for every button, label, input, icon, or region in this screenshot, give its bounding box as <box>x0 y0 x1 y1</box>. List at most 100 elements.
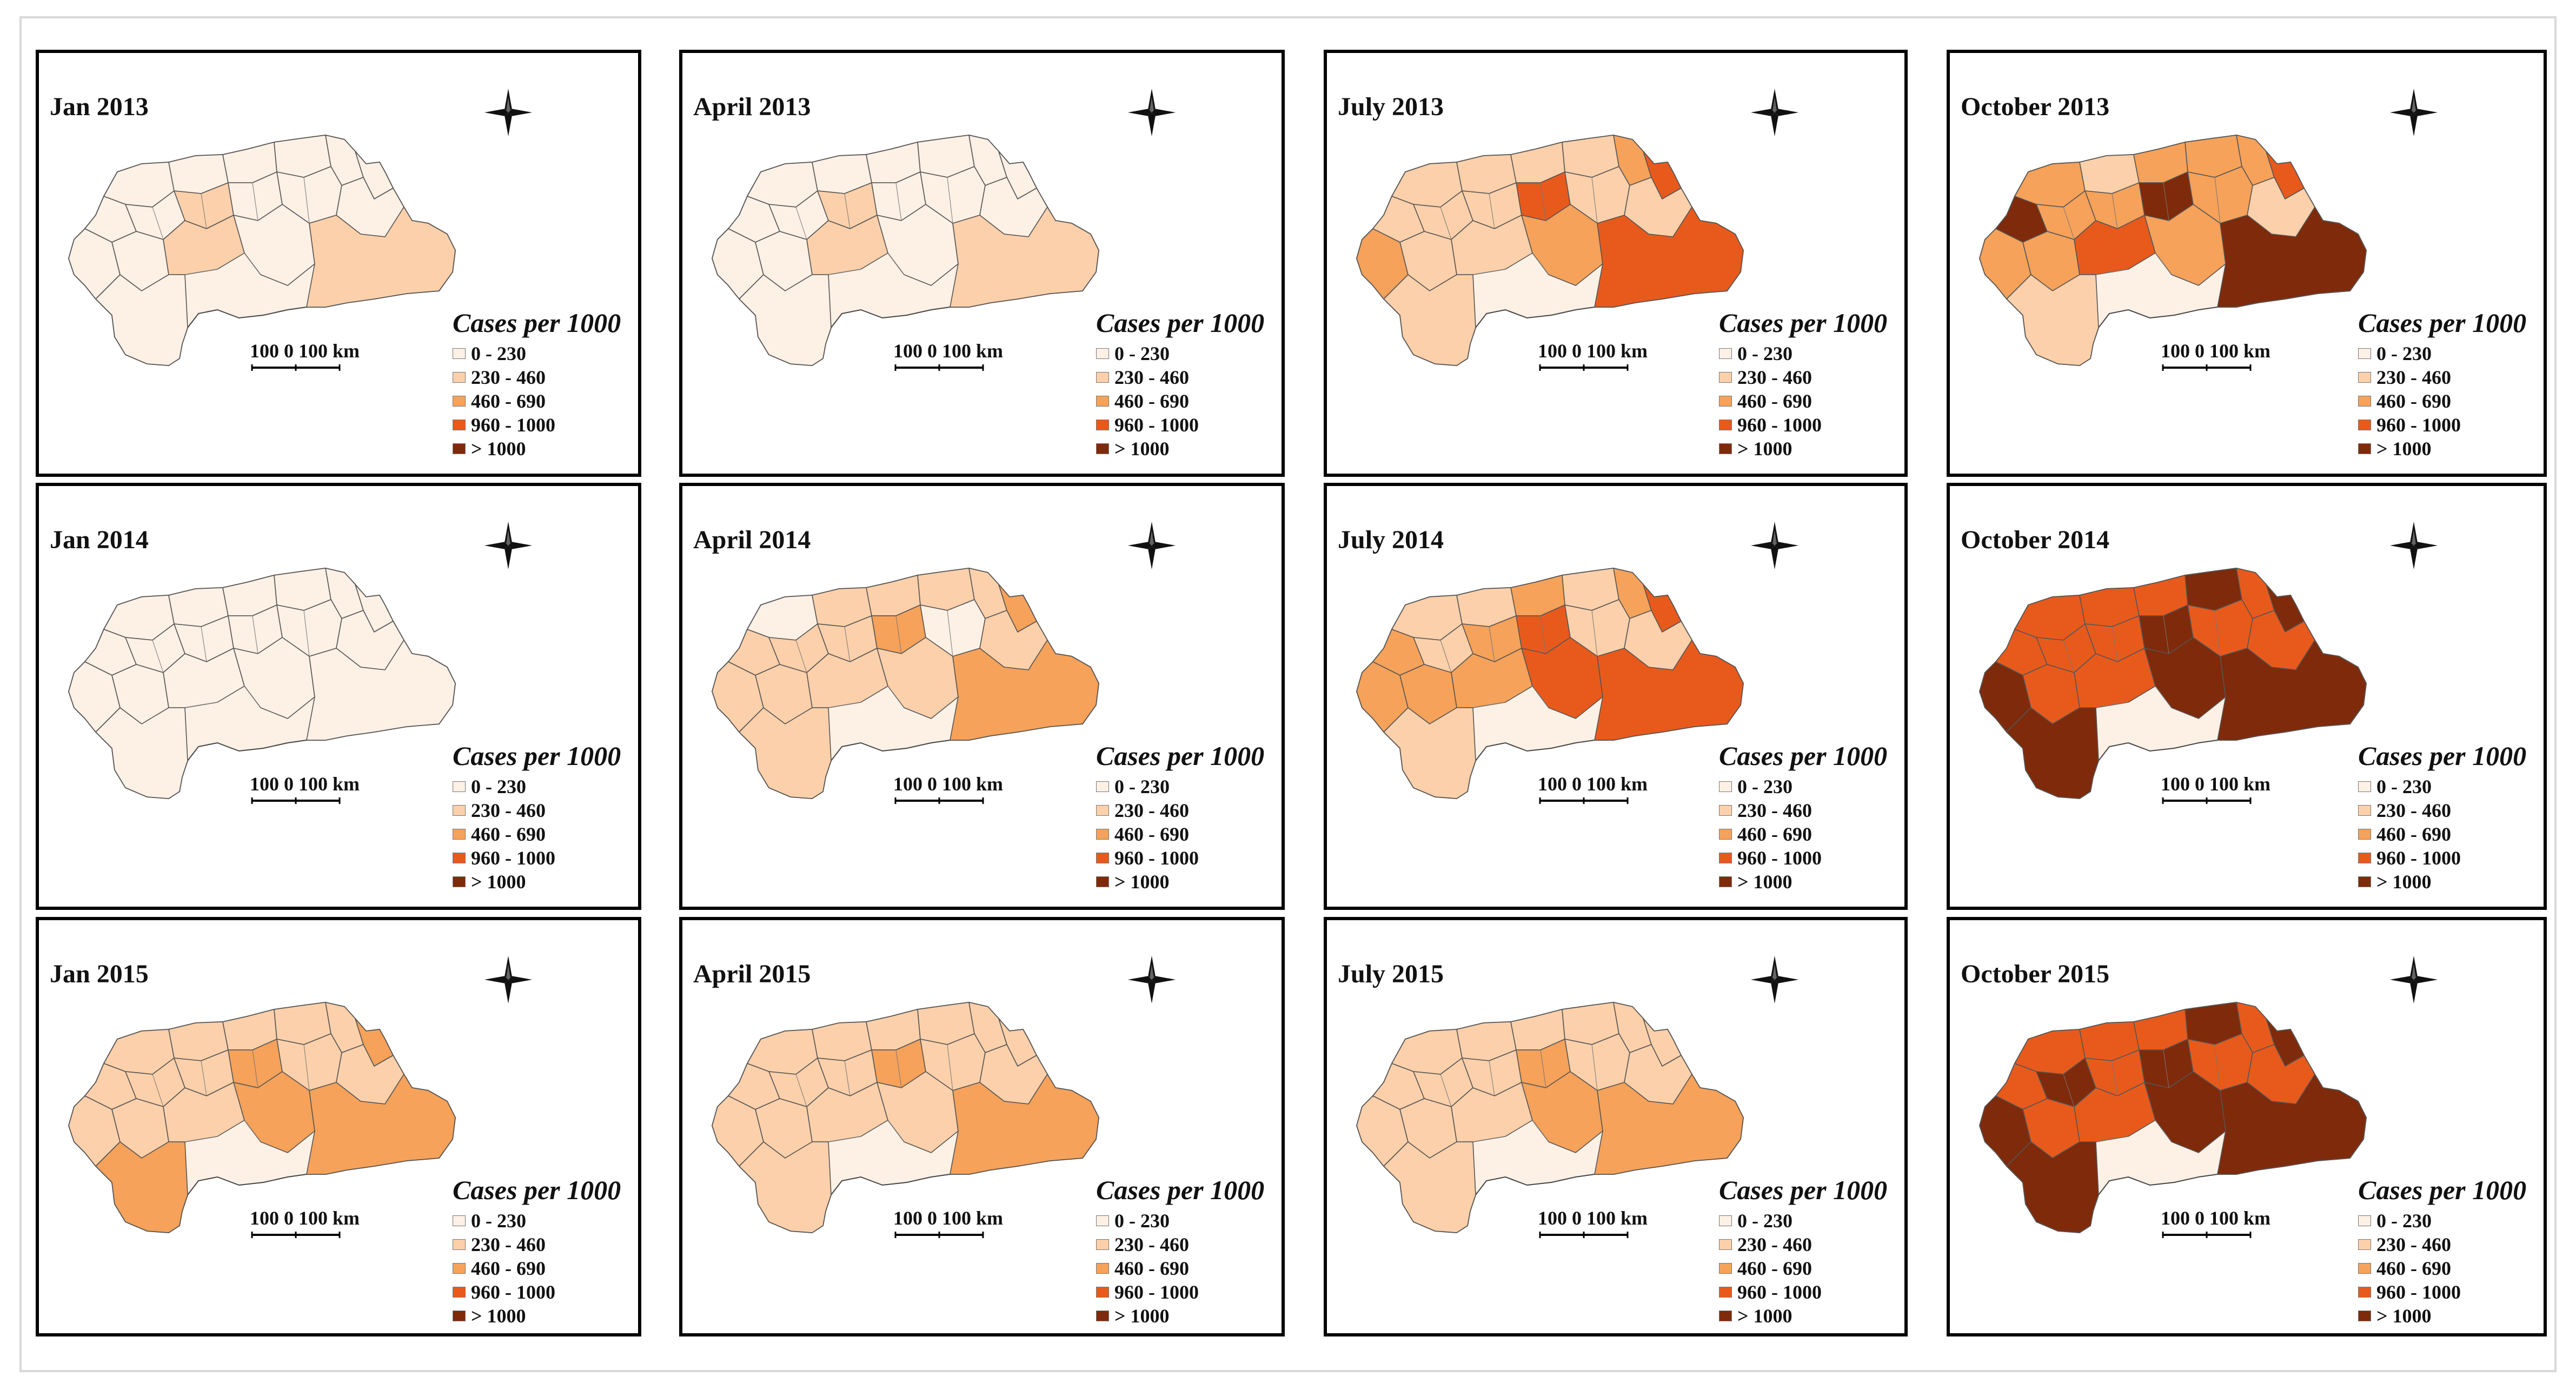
district-boundary <box>184 1136 218 1142</box>
region-18 <box>2217 640 2367 741</box>
district-boundary <box>252 1049 258 1088</box>
panel-title: April 2014 <box>693 526 811 554</box>
legend-label: 460 - 690 <box>2376 390 2451 412</box>
district-boundary <box>1489 626 1495 662</box>
map-panel-7: July 2014 100 0 100 km Cases per 1000 0 … <box>1324 483 1908 910</box>
legend-item-4: 960 - 1000 <box>1096 846 1264 870</box>
legend-swatch <box>2358 781 2371 792</box>
legend-swatch <box>453 348 466 359</box>
scale-bar-label: 100 0 100 km <box>2161 340 2271 362</box>
region-17 <box>2006 274 2099 366</box>
scale-bar-line <box>251 1232 341 1238</box>
legend-swatch <box>1719 1263 1732 1274</box>
legend-item-5: > 1000 <box>1719 870 1887 894</box>
legend-label: 230 - 460 <box>2376 1234 2451 1255</box>
legend-title: Cases per 1000 <box>2358 1175 2527 1205</box>
region-17 <box>2006 707 2099 799</box>
region-17 <box>95 274 188 366</box>
district-boundary <box>2112 193 2118 229</box>
legend-label: > 1000 <box>1114 1305 1170 1327</box>
legend-swatch <box>1096 348 1109 359</box>
legend-label: 460 - 690 <box>1114 390 1189 412</box>
district-boundary <box>895 615 902 654</box>
district-boundary <box>1540 182 1546 221</box>
legend-label: 0 - 230 <box>471 1210 526 1232</box>
district-boundary <box>795 1074 807 1107</box>
legend-swatch <box>2358 443 2371 454</box>
legend-item-1: 0 - 230 <box>1719 1209 1887 1233</box>
legend-item-4: 960 - 1000 <box>2358 413 2526 437</box>
district-boundary <box>2214 610 2221 657</box>
district-boundary <box>244 686 261 708</box>
legend-swatch <box>2358 1215 2371 1226</box>
district-boundary <box>252 182 258 221</box>
district-boundary <box>1532 686 1549 708</box>
legend-label: 0 - 230 <box>1737 1210 1792 1232</box>
legend-item-2: 230 - 460 <box>1096 365 1264 389</box>
legend-item-1: 0 - 230 <box>1096 342 1264 365</box>
legend-item-2: 230 - 460 <box>453 365 621 389</box>
north-arrow-icon <box>2389 88 2438 137</box>
legend-title: Cases per 1000 <box>1096 741 1265 771</box>
legend-label: 960 - 1000 <box>471 847 555 869</box>
legend-item-1: 0 - 230 <box>453 775 621 799</box>
district-boundary <box>1489 1060 1495 1096</box>
legend-item-2: 230 - 460 <box>1096 1233 1264 1256</box>
district-boundary <box>2163 1049 2169 1088</box>
legend-label: > 1000 <box>1737 871 1792 893</box>
region-18 <box>950 640 1099 741</box>
legend-item-3: 460 - 690 <box>2358 389 2526 413</box>
legend-title: Cases per 1000 <box>453 741 621 771</box>
legend-item-4: 960 - 1000 <box>2358 1280 2526 1304</box>
legend-item-3: 460 - 690 <box>1719 1256 1887 1280</box>
scale-bar: 100 0 100 km <box>2161 773 2323 810</box>
north-arrow-icon <box>2389 521 2438 570</box>
scale-bar-label: 100 0 100 km <box>1538 1207 1648 1229</box>
legend-item-5: > 1000 <box>2358 870 2526 894</box>
legend-item-2: 230 - 460 <box>1719 799 1887 822</box>
legend-swatch <box>1096 396 1109 407</box>
district-boundary <box>201 1060 207 1096</box>
district-boundary <box>1591 1044 1598 1091</box>
legend-label: > 1000 <box>2376 871 2432 893</box>
scale-bar-label: 100 0 100 km <box>893 1207 1004 1229</box>
district-boundary <box>887 686 905 708</box>
legend-label: 460 - 690 <box>2376 1258 2451 1279</box>
legend-title: Cases per 1000 <box>2358 741 2527 771</box>
region-18 <box>2217 1074 2367 1175</box>
legend-swatch <box>2358 829 2371 840</box>
district-boundary <box>895 1049 902 1088</box>
district-boundary <box>2063 1074 2075 1107</box>
north-arrow-icon <box>2389 955 2438 1004</box>
legend-label: > 1000 <box>2376 438 2432 460</box>
panel-title: July 2015 <box>1338 960 1444 988</box>
legend-item-4: 960 - 1000 <box>2358 846 2526 870</box>
region-17 <box>739 1141 832 1233</box>
district-boundary <box>828 1136 861 1142</box>
district-boundary <box>184 702 218 708</box>
legend-label: 960 - 1000 <box>1737 847 1822 869</box>
legend-title: Cases per 1000 <box>453 308 621 338</box>
region-18 <box>1594 207 1744 308</box>
district-boundary <box>895 182 902 221</box>
legend-swatch <box>453 1239 466 1250</box>
legend-label: 230 - 460 <box>1114 367 1189 388</box>
legend-swatch <box>2358 1311 2371 1321</box>
district-boundary <box>1472 269 1506 275</box>
legend-label: 960 - 1000 <box>1737 1281 1822 1303</box>
legend-swatch <box>2358 1239 2371 1250</box>
legend-label: 460 - 690 <box>1737 390 1812 412</box>
district-boundary <box>152 1074 164 1107</box>
panel-title: July 2013 <box>1338 92 1444 121</box>
legend-swatch <box>1096 781 1109 792</box>
district-boundary <box>2155 1120 2172 1142</box>
district-boundary <box>795 207 807 240</box>
region-18 <box>950 1074 1099 1175</box>
legend-label: 0 - 230 <box>471 776 526 797</box>
panel-title: Jan 2015 <box>50 960 149 988</box>
choropleth-map <box>1979 1001 2367 1234</box>
district-boundary <box>887 252 905 275</box>
choropleth-map <box>1356 567 1744 800</box>
legend-item-3: 460 - 690 <box>1719 822 1887 846</box>
legend-item-4: 960 - 1000 <box>1096 413 1264 437</box>
